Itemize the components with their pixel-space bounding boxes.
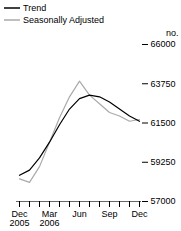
svg-text:no.: no. xyxy=(166,28,179,38)
svg-text:Sep: Sep xyxy=(101,209,117,219)
svg-text:Mar2006: Mar2006 xyxy=(39,209,59,228)
html-text:Trend: Trend xyxy=(23,3,47,13)
svg-text:Dec: Dec xyxy=(131,209,148,219)
svg-text:Dec2005: Dec2005 xyxy=(9,209,29,228)
svg-text:63750: 63750 xyxy=(151,79,176,89)
svg-text:61500: 61500 xyxy=(151,118,176,128)
svg-text:66000: 66000 xyxy=(151,39,176,49)
svg-text:59250: 59250 xyxy=(151,157,176,167)
svg-text:57000: 57000 xyxy=(151,196,176,206)
svg-text:Jun: Jun xyxy=(72,209,87,219)
html-text:Seasonally Adjusted: Seasonally Adjusted xyxy=(23,15,105,25)
